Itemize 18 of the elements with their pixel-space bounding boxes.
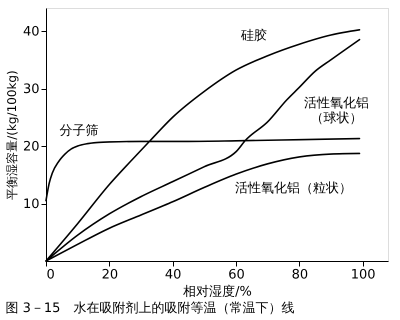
x-tick-label: 40 [164,268,182,282]
y-tick-label: 20 [22,140,40,154]
text: 图 3－15 水在吸附剂上的吸附等温（常温下）线 [5,300,294,316]
y-tick-label: 40 [22,24,40,40]
x-tick-label: 60 [228,268,245,282]
y-tick-label: 10 [22,197,40,212]
x-tick-label: 80 [292,268,308,282]
annotation: 分子筛 [60,124,98,138]
annotation: 活性氧化铝（粒状） [235,181,352,196]
x-tick-label: 100 [350,268,376,282]
x-tick-label: 20 [102,268,118,282]
y-axis-title: 平衡湿容量/(kg/100kg) [4,70,19,200]
y-tick-label: 30 [22,82,40,97]
annotation: 硅胶 [240,28,267,44]
annotation: （球状） [310,111,362,126]
x-tick-label: 0 [46,268,55,282]
x-axis-title: 相对湿度/% [183,284,252,300]
annotation: 活性氧化铝 [304,96,369,111]
